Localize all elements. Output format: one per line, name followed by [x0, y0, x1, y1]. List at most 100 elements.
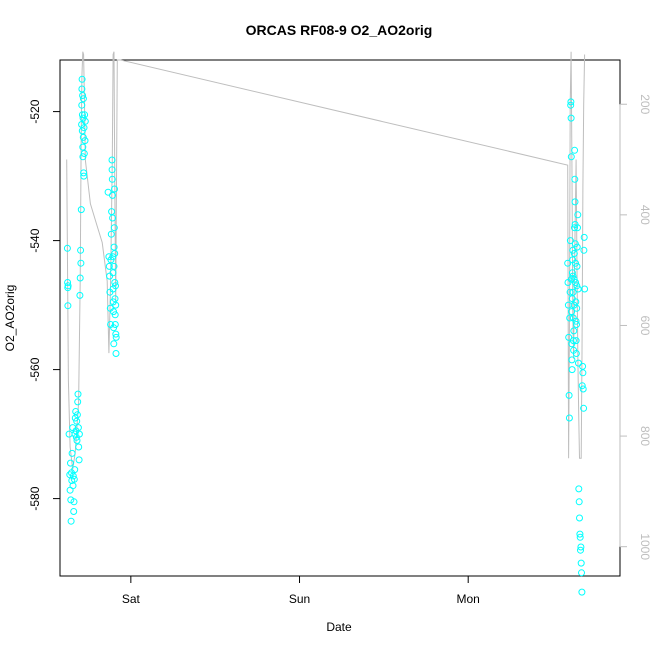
data-point: [579, 385, 587, 393]
data-point: [570, 250, 578, 257]
data-point: [573, 262, 581, 270]
data-point: [112, 282, 119, 290]
data-point: [571, 146, 579, 154]
data-point: [108, 208, 116, 216]
data-point: [577, 546, 584, 554]
x-axis: Sat Sun Mon: [122, 575, 480, 606]
y-axis-right: 200 400 600 800 1000: [619, 94, 650, 560]
data-point: [72, 408, 80, 415]
data-point: [107, 230, 115, 238]
data-point: [78, 75, 86, 83]
data-point: [69, 482, 77, 490]
data-point: [75, 443, 83, 451]
data-point: [565, 391, 573, 399]
data-point: [112, 350, 120, 357]
data-point: [572, 279, 580, 286]
data-point: [571, 198, 579, 206]
data-point: [112, 330, 120, 338]
data-point: [108, 166, 116, 174]
data-point: [71, 430, 79, 438]
data-point: [109, 191, 116, 199]
points-layer: [63, 75, 589, 596]
data-point: [64, 279, 72, 286]
data-point: [81, 117, 89, 125]
data-point: [78, 111, 86, 119]
data-point: [567, 101, 575, 109]
data-point: [576, 530, 584, 538]
data-point: [69, 424, 77, 432]
y-right-tick-label: 600: [638, 315, 650, 335]
data-point: [564, 259, 572, 267]
data-point: [578, 382, 586, 390]
data-point: [75, 456, 83, 464]
data-point: [576, 533, 584, 541]
data-point: [110, 224, 118, 232]
data-point: [74, 424, 82, 432]
data-point: [69, 472, 77, 480]
y-tick-label: -580: [28, 486, 42, 510]
data-point: [109, 214, 117, 222]
y-tick-label: -520: [28, 99, 42, 123]
data-point: [73, 411, 81, 419]
y-axis-label: O2_AO2orig: [3, 285, 17, 352]
data-point: [580, 404, 588, 412]
data-point: [569, 288, 577, 296]
data-point: [108, 156, 116, 164]
data-point: [573, 304, 581, 312]
data-point: [81, 137, 89, 145]
data-point: [111, 321, 119, 328]
data-point: [570, 327, 578, 335]
data-point: [568, 269, 576, 277]
pressure-layer: [66, 51, 586, 470]
data-point: [74, 390, 82, 398]
pressure-line: [66, 51, 586, 470]
data-point: [64, 282, 72, 290]
data-point: [77, 206, 85, 214]
data-point: [106, 272, 114, 280]
data-point: [79, 153, 87, 161]
data-point: [579, 362, 587, 370]
data-point: [70, 498, 78, 506]
data-point: [73, 437, 81, 444]
data-point: [575, 498, 583, 506]
data-point: [569, 272, 577, 280]
data-point: [572, 350, 580, 357]
data-point: [75, 430, 83, 438]
data-point: [78, 101, 86, 109]
data-point: [112, 333, 120, 341]
chart-title: ORCAS RF08-9 O2_AO2orig: [246, 22, 433, 38]
data-point: [569, 337, 577, 345]
data-point: [110, 262, 118, 270]
plot-frame: [59, 59, 621, 577]
data-point: [67, 459, 74, 467]
data-point: [63, 244, 71, 252]
data-point: [574, 211, 582, 219]
y-right-tick-label: 1000: [638, 533, 650, 560]
data-point: [580, 233, 588, 241]
data-point: [579, 369, 587, 377]
data-point: [572, 259, 579, 267]
data-point: [573, 282, 581, 290]
data-point: [70, 508, 78, 515]
data-point: [571, 224, 578, 232]
x-tick-label: Mon: [457, 592, 480, 606]
data-point: [79, 92, 87, 99]
data-point: [80, 169, 88, 177]
data-point: [78, 85, 86, 93]
data-point: [565, 414, 573, 422]
y-right-tick-label: 800: [638, 426, 650, 446]
data-point: [577, 559, 585, 567]
data-point: [567, 98, 575, 106]
data-point: [578, 588, 586, 596]
data-point: [81, 111, 89, 119]
data-point: [572, 337, 580, 345]
data-point: [71, 466, 79, 474]
data-point: [79, 95, 87, 103]
data-point: [110, 340, 118, 348]
data-point: [577, 543, 585, 551]
x-tick-label: Sat: [122, 592, 141, 606]
data-point: [65, 430, 73, 438]
data-point: [581, 285, 589, 293]
data-point: [566, 237, 574, 245]
